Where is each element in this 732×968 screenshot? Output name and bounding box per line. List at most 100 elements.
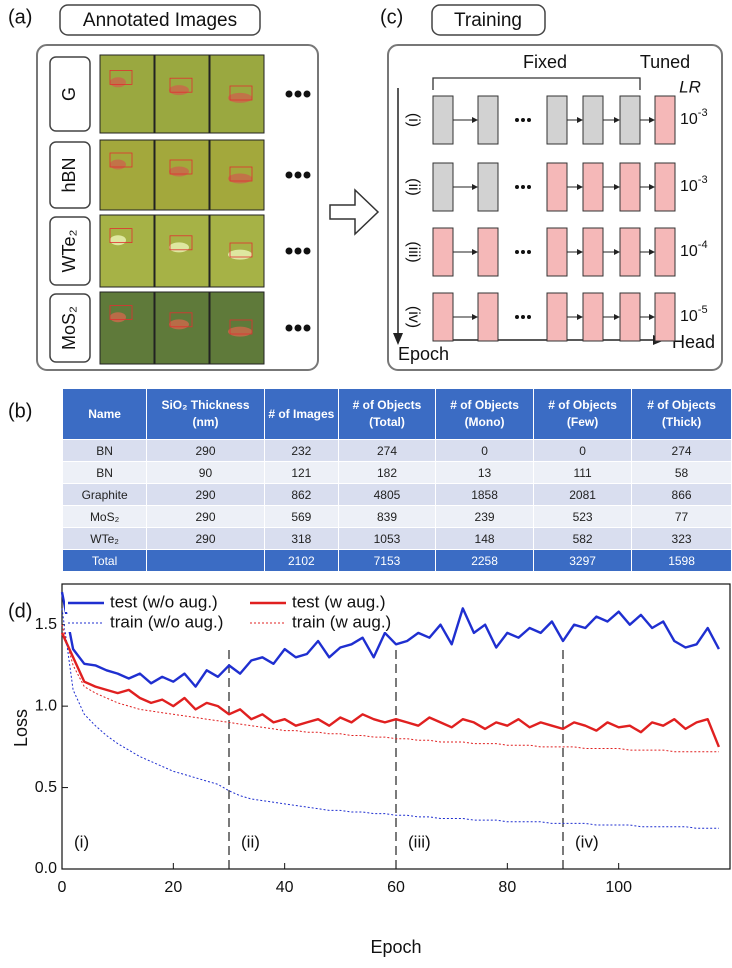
ellipsis-dot [527,185,531,189]
table-cell: 3297 [534,550,632,572]
table-cell: 290 [147,506,265,528]
head-label: Head [672,332,715,352]
tuned-block [478,293,498,341]
fixed-block [478,96,498,144]
panel-label: (a) [8,6,32,28]
lr-base: 10 [680,111,698,128]
fixed-block [478,163,498,211]
ellipsis-dot [295,248,302,255]
plot: 0.00.51.01.5020406080100(i)(ii)(iii)(iv)… [35,584,730,896]
table-cell: 318 [264,528,338,550]
header-cell: SiO₂ Thickness (nm) [147,389,265,440]
ellipsis-dot [515,118,519,122]
ellipsis-dot [527,315,531,319]
table-cell: BN [63,462,147,484]
flow-arrow [330,190,378,234]
ellipsis-dot [521,315,525,319]
flake [169,167,189,177]
table-cell: Total [63,550,147,572]
table-cell: 290 [147,528,265,550]
header-cell: # of Objects (Mono) [436,389,534,440]
tuned-block [655,293,675,341]
lr-label: LR [679,77,701,96]
stage-label: (iii) [405,241,422,262]
table-cell: 290 [147,484,265,506]
ellipsis-dot [521,185,525,189]
flake [110,77,126,87]
table-cell: 2081 [534,484,632,506]
tuned-block [620,293,640,341]
legend-label: train (w aug.) [292,612,391,631]
ellipsis-dot [521,118,525,122]
ellipsis-dot [295,91,302,98]
ellipsis-dot [515,185,519,189]
y-tick-label: 0.0 [35,860,57,877]
flake [169,242,189,252]
header-cell: Name [63,389,147,440]
tuned-block [655,163,675,211]
flake [228,174,252,184]
x-tick-label: 20 [164,879,182,896]
epoch-label: Epoch [398,344,449,364]
fixed-block [547,96,567,144]
table-cell: WTe₂ [63,528,147,550]
flake [228,250,252,260]
x-axis-label: Epoch [370,937,421,957]
ellipsis-dot [521,250,525,254]
table-cell: 13 [436,462,534,484]
table-cell: 582 [534,528,632,550]
ellipsis-dot [286,325,293,332]
header-row: NameSiO₂ Thickness (nm)# of Images# of O… [63,389,732,440]
phase-label: (iv) [575,832,599,851]
y-tick-label: 1.0 [35,697,57,714]
ellipsis-dot [286,91,293,98]
table-cell: 239 [436,506,534,528]
table-cell: 1598 [632,550,732,572]
lr-exponent: -3 [698,107,708,119]
ellipsis-dot [515,250,519,254]
y-tick-label: 0.5 [35,779,57,796]
table-cell [147,550,265,572]
x-tick-label: 60 [387,879,405,896]
fixed-block [433,96,453,144]
ellipsis-dot [527,118,531,122]
table-cell: 839 [338,506,435,528]
micrograph [100,292,154,364]
table-row: WTe₂2903181053148582323 [63,528,732,550]
y-tick-label: 1.5 [35,616,57,633]
tuned-block [547,228,567,276]
tuned-block [547,293,567,341]
table-cell: 866 [632,484,732,506]
table-cell: 0 [534,440,632,462]
micrograph [100,215,154,287]
table-cell: 2102 [264,550,338,572]
flake [169,319,189,329]
phase-label: (i) [74,832,89,851]
legend-label: test (w/o aug.) [110,592,218,611]
table-cell: 523 [534,506,632,528]
table-cell: 77 [632,506,732,528]
lr-exponent: -4 [698,239,708,251]
header-cell: # of Images [264,389,338,440]
flake [228,93,252,103]
table-cell: 0 [436,440,534,462]
fixed-label: Fixed [523,52,567,72]
ellipsis-dot [286,172,293,179]
table-cell: 111 [534,462,632,484]
table-cell: 323 [632,528,732,550]
stage-label: (i) [405,113,422,127]
tuned-block [583,293,603,341]
tuned-block [433,228,453,276]
fixed-block [583,96,603,144]
row-label: WTe₂ [59,230,79,273]
table-cell: 58 [632,462,732,484]
ellipsis-dot [304,248,311,255]
series-line [62,608,719,828]
tuned-block [655,96,675,144]
header-cell: # of Objects (Total) [338,389,435,440]
table-cell: 4805 [338,484,435,506]
x-tick-label: 80 [498,879,516,896]
